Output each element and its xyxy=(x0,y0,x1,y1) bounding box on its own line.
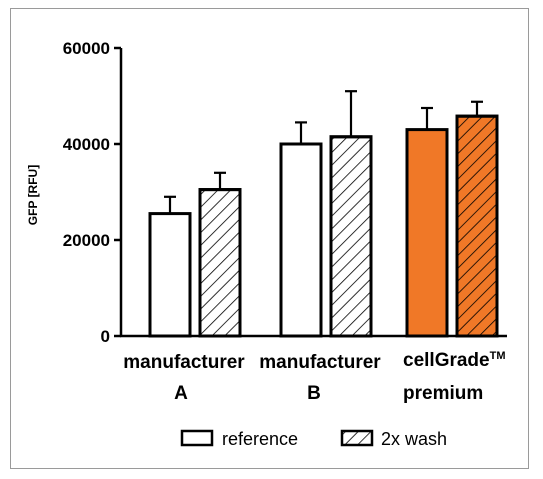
bar-hatch-2x-wash-0 xyxy=(198,188,242,338)
bar-reference-0 xyxy=(148,212,192,338)
y-tick-label-60000: 60000 xyxy=(63,39,110,58)
y-tick-labels: 0 20000 40000 60000 xyxy=(63,39,110,346)
legend: reference 2x wash xyxy=(180,429,447,449)
legend-swatch-reference xyxy=(180,429,214,447)
bar-reference-1 xyxy=(279,142,323,338)
y-axis-title: GFP [RFU] xyxy=(26,165,40,225)
category-label-c-line1: cellGradeTM xyxy=(403,350,506,371)
bar-hatch-2x-wash-2 xyxy=(455,114,499,338)
y-tick-label-0: 0 xyxy=(101,327,110,346)
category-label-b-line2: B xyxy=(307,383,321,404)
category-label-b-line1: manufacturer xyxy=(259,352,381,373)
axes-group xyxy=(114,46,507,338)
legend-label-2x-wash: 2x wash xyxy=(381,429,447,449)
category-label-a-line2: A xyxy=(174,383,188,404)
category-labels: manufacturer A manufacturer B cellGradeT… xyxy=(123,350,505,404)
legend-label-reference: reference xyxy=(222,429,298,449)
bars-group xyxy=(148,90,499,338)
y-tick-label-20000: 20000 xyxy=(63,231,110,250)
bar-reference-2 xyxy=(405,128,449,338)
chart-frame xyxy=(10,8,529,469)
category-label-c-line2: premium xyxy=(403,383,483,404)
category-label-a-line1: manufacturer xyxy=(123,352,245,373)
legend-swatch-2x-wash xyxy=(340,429,374,447)
bar-hatch-2x-wash-1 xyxy=(329,135,373,338)
y-tick-label-40000: 40000 xyxy=(63,135,110,154)
